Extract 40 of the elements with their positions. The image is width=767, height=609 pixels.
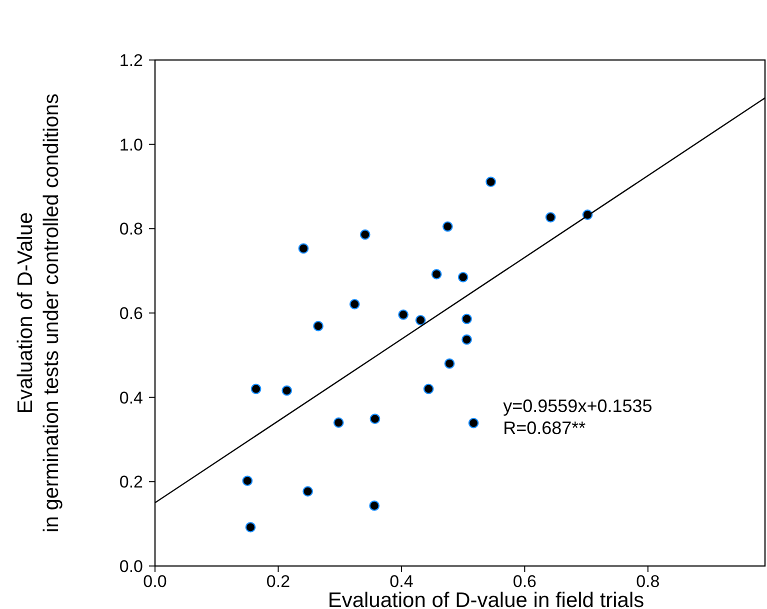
y-tick-label: 0.2 (119, 472, 143, 492)
y-tick-label: 0.4 (119, 388, 143, 408)
point (360, 229, 370, 240)
y-tick-label: 0.8 (119, 220, 143, 239)
x-tick-label: 0.0 (143, 572, 167, 591)
point (370, 414, 380, 424)
point (242, 476, 253, 486)
x-tick-label: 0.4 (390, 572, 414, 591)
y-tick-label: 0.0 (119, 557, 143, 576)
x-tick-label: 0.2 (266, 572, 290, 591)
point (444, 358, 455, 369)
point (349, 298, 360, 310)
point (462, 314, 472, 324)
point (486, 176, 496, 188)
point (442, 221, 453, 232)
point (298, 243, 309, 254)
point (302, 486, 314, 497)
annotation: y=0.9559x+0.1535 (503, 396, 652, 416)
point (250, 384, 262, 394)
y-tick-label: 1.0 (119, 135, 143, 154)
point (282, 385, 292, 396)
y-axis-title: Evaluation of D-Value in germination tests under controlled conditions (14, 94, 63, 532)
x-tick-label: 0.8 (636, 572, 660, 591)
point (313, 320, 324, 332)
point (415, 314, 426, 326)
annotation: R=0.687** (503, 418, 586, 438)
point (245, 522, 256, 532)
point (423, 384, 434, 394)
y-tick-label: 1.2 (119, 51, 143, 70)
y-tick-label: 0.6 (119, 304, 143, 323)
x-axis-title: Evaluation of D-value in field trials (328, 589, 644, 609)
point (468, 418, 479, 428)
x-tick-label: 0.6 (512, 572, 537, 591)
point (333, 417, 344, 428)
point (545, 212, 556, 222)
point (431, 269, 442, 280)
point (462, 334, 472, 345)
point (369, 500, 380, 511)
point (398, 309, 409, 320)
point (458, 272, 468, 282)
